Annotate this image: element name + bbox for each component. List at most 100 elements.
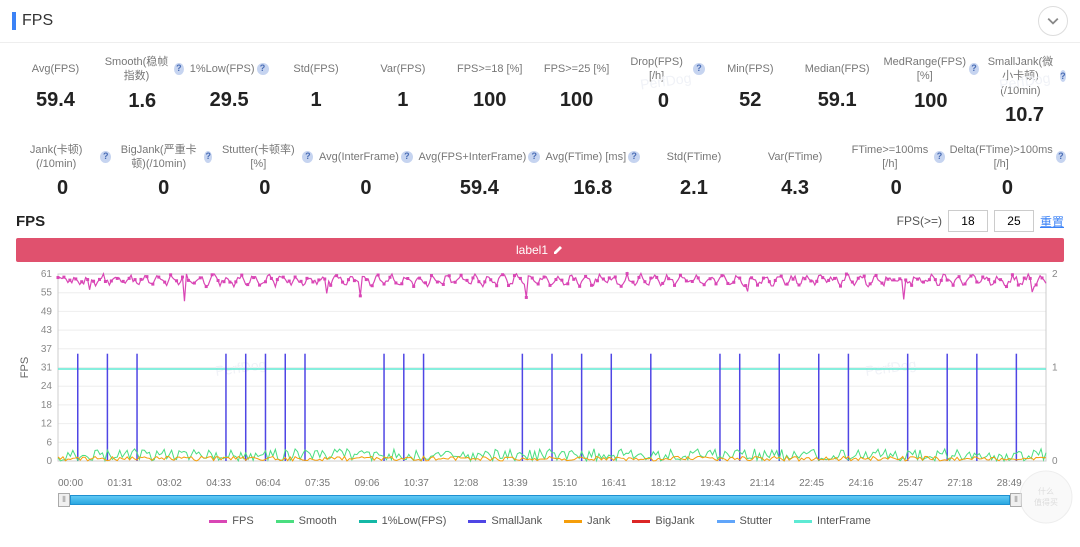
svg-text:PerfDog: PerfDog bbox=[864, 356, 917, 379]
svg-text:0: 0 bbox=[1052, 456, 1058, 467]
metric-value: 100 bbox=[535, 89, 618, 112]
time-scrubber[interactable]: ⦀ ⦀ bbox=[58, 493, 1022, 507]
svg-text:6: 6 bbox=[46, 438, 52, 449]
help-icon[interactable]: ? bbox=[969, 63, 979, 75]
metric-card: FPS>=25 [%] 100 bbox=[533, 51, 620, 131]
metric-value: 59.1 bbox=[796, 89, 879, 112]
metric-label: Std(FPS) bbox=[275, 55, 358, 83]
help-icon[interactable]: ? bbox=[401, 151, 413, 163]
metric-value: 1 bbox=[275, 89, 358, 112]
legend-swatch bbox=[359, 520, 377, 523]
metric-card: Var(FPS) 1 bbox=[359, 51, 446, 131]
metric-label: Avg(InterFrame)? bbox=[317, 143, 414, 171]
legend-swatch bbox=[276, 520, 294, 523]
legend-item[interactable]: 1%Low(FPS) bbox=[359, 515, 447, 527]
x-tick: 12:08 bbox=[453, 478, 478, 489]
help-icon[interactable]: ? bbox=[1060, 70, 1066, 82]
metric-label: Var(FTime) bbox=[747, 143, 844, 171]
title-accent bbox=[12, 12, 16, 30]
svg-text:0: 0 bbox=[46, 456, 52, 467]
help-icon[interactable]: ? bbox=[1056, 151, 1066, 163]
legend-item[interactable]: InterFrame bbox=[794, 515, 871, 527]
legend-item[interactable]: FPS bbox=[209, 515, 253, 527]
reset-link[interactable]: 重置 bbox=[1040, 213, 1064, 230]
metric-card: Avg(FPS)59.4 bbox=[12, 51, 99, 131]
x-tick: 07:35 bbox=[305, 478, 330, 489]
metric-card: Stutter(卡顿率) [%]?0 bbox=[214, 139, 315, 205]
metric-value: 29.5 bbox=[188, 89, 271, 112]
legend-item[interactable]: BigJank bbox=[632, 515, 694, 527]
metric-card: 1%Low(FPS)?29.5 bbox=[186, 51, 273, 131]
watermark-logo: 什么值得买 bbox=[1018, 469, 1074, 525]
chart-canvas[interactable]: 61554943373124181260210FPSJankPerfDogPer… bbox=[16, 266, 1064, 476]
x-tick: 16:41 bbox=[601, 478, 626, 489]
legend-item[interactable]: SmallJank bbox=[468, 515, 542, 527]
metric-card: Avg(FPS+InterFrame)?59.4 bbox=[417, 139, 543, 205]
svg-text:值得买: 值得买 bbox=[1034, 497, 1058, 507]
help-icon[interactable]: ? bbox=[528, 151, 540, 163]
metric-label: SmallJank(微小卡顿)(/10min)? bbox=[983, 55, 1066, 98]
x-tick: 19:43 bbox=[700, 478, 725, 489]
help-icon[interactable]: ? bbox=[204, 151, 212, 163]
metric-value: 100 bbox=[448, 89, 531, 112]
fps-thresh-label: FPS(>=) bbox=[897, 214, 942, 228]
help-icon[interactable]: ? bbox=[174, 63, 184, 75]
legend-label: Smooth bbox=[299, 515, 337, 527]
metric-card: Min(FPS)52 bbox=[707, 51, 794, 131]
metrics-row-2: Jank(卡顿)(/10min)?0BigJank(严重卡顿)(/10min)?… bbox=[0, 131, 1080, 205]
edit-icon bbox=[552, 244, 564, 256]
svg-text:什么: 什么 bbox=[1038, 486, 1054, 496]
legend-item[interactable]: Jank bbox=[564, 515, 610, 527]
legend-item[interactable]: Stutter bbox=[717, 515, 772, 527]
metric-label: Var(FPS) bbox=[361, 55, 444, 83]
x-tick: 15:10 bbox=[552, 478, 577, 489]
label-bar-text: label1 bbox=[516, 243, 548, 257]
help-icon[interactable]: ? bbox=[693, 63, 705, 75]
legend-label: InterFrame bbox=[817, 515, 871, 527]
legend-label: BigJank bbox=[655, 515, 694, 527]
section-header: FPS bbox=[0, 0, 1080, 43]
metric-value: 100 bbox=[883, 90, 980, 113]
metric-label: FPS>=25 [%] bbox=[535, 55, 618, 83]
svg-text:1: 1 bbox=[1052, 363, 1058, 374]
x-tick: 00:00 bbox=[58, 478, 83, 489]
label-bar[interactable]: label1 bbox=[16, 238, 1064, 262]
fps-thresh-input-2[interactable] bbox=[994, 210, 1034, 232]
collapse-button[interactable] bbox=[1038, 6, 1068, 36]
metric-value: 4.3 bbox=[747, 177, 844, 200]
legend-label: Stutter bbox=[740, 515, 772, 527]
chart-section: FPS FPS(>=) 重置 label1 615549433731241812… bbox=[0, 204, 1080, 527]
help-icon[interactable]: ? bbox=[100, 151, 111, 163]
metric-value: 1.6 bbox=[101, 90, 184, 113]
scrub-handle-left[interactable]: ⦀ bbox=[58, 493, 70, 507]
legend-label: SmallJank bbox=[491, 515, 542, 527]
help-icon[interactable]: ? bbox=[934, 151, 945, 163]
metric-label: FPS>=18 [%] bbox=[448, 55, 531, 83]
metric-value: 1 bbox=[361, 89, 444, 112]
metric-value: 0 bbox=[622, 90, 705, 113]
help-icon[interactable]: ? bbox=[257, 63, 269, 75]
metric-card: FPS>=18 [%] 100 bbox=[446, 51, 533, 131]
help-icon[interactable]: ? bbox=[628, 151, 640, 163]
fps-thresh-input-1[interactable] bbox=[948, 210, 988, 232]
metric-card: Std(FPS) 1 bbox=[273, 51, 360, 131]
scrub-track[interactable] bbox=[70, 495, 1010, 505]
legend-item[interactable]: Smooth bbox=[276, 515, 337, 527]
metric-label: Avg(FTime) [ms]? bbox=[544, 143, 641, 171]
svg-text:PerfDog: PerfDog bbox=[214, 356, 267, 379]
legend-swatch bbox=[717, 520, 735, 523]
metric-value: 0 bbox=[317, 177, 414, 200]
metric-card: Avg(FTime) [ms]?16.8 bbox=[542, 139, 643, 205]
help-icon[interactable]: ? bbox=[302, 151, 313, 163]
svg-text:2: 2 bbox=[1052, 269, 1058, 280]
legend-swatch bbox=[632, 520, 650, 523]
svg-text:24: 24 bbox=[41, 382, 53, 393]
chart-legend: FPS Smooth 1%Low(FPS) SmallJank Jank BigJank S… bbox=[16, 515, 1064, 527]
metrics-row-1: Avg(FPS)59.4Smooth(稳帧指数)?1.61%Low(FPS)?2… bbox=[0, 43, 1080, 131]
x-tick: 18:12 bbox=[651, 478, 676, 489]
x-tick: 21:14 bbox=[750, 478, 775, 489]
metric-label: FTime>=100ms [/h]? bbox=[848, 143, 945, 172]
metric-card: Delta(FTime)>100ms [/h]?0 bbox=[947, 139, 1068, 205]
x-tick: 03:02 bbox=[157, 478, 182, 489]
legend-label: Jank bbox=[587, 515, 610, 527]
